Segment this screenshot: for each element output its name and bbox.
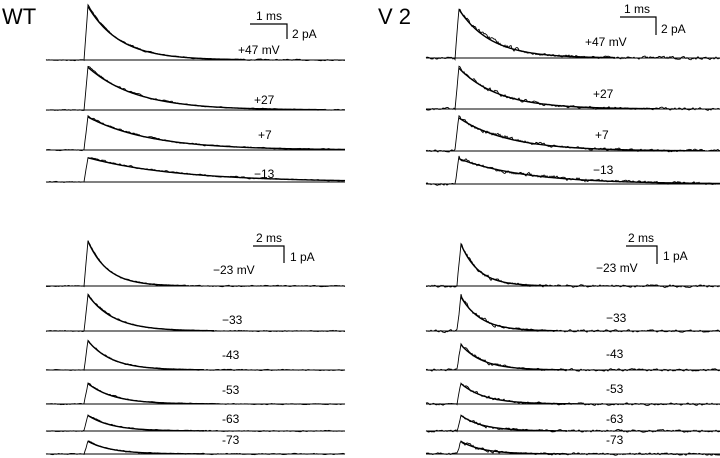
- scale-time-label: 2 ms: [628, 231, 654, 245]
- voltage-label: +47 mV: [585, 35, 627, 49]
- exponential-fit-curve: [460, 414, 567, 432]
- exponential-fit-curve: [87, 294, 215, 332]
- voltage-label: -73: [606, 433, 624, 447]
- current-trace: [45, 156, 346, 183]
- current-trace: [425, 342, 720, 372]
- scale-bar-v2-bottom: 2 ms 1 pA: [626, 231, 688, 264]
- voltage-label: -53: [606, 382, 624, 396]
- scale-time-label: 1 ms: [624, 2, 650, 16]
- panel-label-wt: WT: [2, 4, 36, 29]
- scale-bar-v2-top: 1 ms 2 pA: [620, 2, 686, 36]
- exponential-fit-curve: [460, 344, 568, 371]
- current-trace: [425, 155, 720, 186]
- exponential-fit-curve: [87, 241, 185, 287]
- scale-bar-wt-bottom: 2 ms 1 pA: [253, 231, 315, 264]
- scale-current-label: 2 pA: [292, 27, 317, 41]
- scale-time-label: 2 ms: [256, 231, 282, 245]
- exponential-fit-curve: [87, 116, 346, 151]
- current-trace: [45, 65, 346, 111]
- exponential-fit-curve: [87, 440, 204, 455]
- current-trace: [425, 115, 720, 153]
- voltage-label: +7: [595, 128, 609, 142]
- scale-current-label: 2 pA: [661, 22, 686, 36]
- exponential-fit-curve: [87, 6, 245, 61]
- exponential-fit-curve: [87, 157, 346, 182]
- scale-current-label: 1 pA: [663, 249, 688, 263]
- scale-bar-wt-top: 1 ms 2 pA: [250, 9, 317, 41]
- wt-bottom-group: 2 ms 1 pA −23 mV −33 -43 -53 -63 -73: [213, 231, 315, 447]
- exponential-fit-curve: [87, 66, 325, 111]
- exponential-fit-curve: [458, 9, 616, 59]
- voltage-label: -63: [606, 412, 624, 426]
- exponential-fit-curve: [460, 383, 578, 405]
- scale-time-label: 1 ms: [256, 9, 282, 23]
- voltage-label: -73: [222, 433, 240, 447]
- trace-layer: [45, 3, 720, 456]
- current-trace: [425, 65, 720, 111]
- current-trace: [425, 294, 720, 334]
- voltage-label: -53: [222, 383, 240, 397]
- panel-label-v2: V 2: [378, 4, 411, 29]
- current-trace: [45, 114, 346, 152]
- voltage-label: -43: [222, 348, 240, 362]
- voltage-label: −23 mV: [213, 263, 255, 277]
- voltage-label: −33: [606, 311, 627, 325]
- v2-top-group: 1 ms 2 pA +47 mV +27 +7 −13: [585, 2, 686, 177]
- exponential-fit-curve: [460, 296, 558, 332]
- exponential-fit-curve: [458, 158, 720, 185]
- exponential-fit-curve: [458, 117, 706, 152]
- current-trace: [425, 440, 720, 456]
- voltage-label: +7: [258, 128, 272, 142]
- exponential-fit-curve: [458, 67, 656, 110]
- exponential-fit-curve: [87, 340, 205, 371]
- voltage-label: −13: [593, 163, 614, 177]
- voltage-label: +27: [254, 93, 275, 107]
- voltage-label: -63: [222, 412, 240, 426]
- voltage-label: +47 mV: [238, 43, 280, 57]
- voltage-label: -43: [606, 347, 624, 361]
- current-trace: [425, 382, 720, 406]
- voltage-label: −33: [222, 313, 243, 327]
- exponential-fit-curve: [460, 244, 548, 287]
- v2-bottom-group: 2 ms 1 pA −23 mV −33 -43 -53 -63 -73: [596, 231, 688, 447]
- current-trace: [425, 414, 720, 433]
- wt-top-group: 1 ms 2 pA +47 mV +27 +7 −13: [238, 9, 317, 181]
- exponential-fit-curve: [87, 414, 205, 432]
- voltage-label: −23 mV: [596, 261, 638, 275]
- voltage-label: +27: [593, 87, 614, 101]
- scale-current-label: 1 pA: [290, 250, 315, 264]
- exponential-fit-curve: [87, 383, 215, 405]
- exponential-fit-curve: [460, 440, 568, 455]
- voltage-label: −13: [254, 167, 275, 181]
